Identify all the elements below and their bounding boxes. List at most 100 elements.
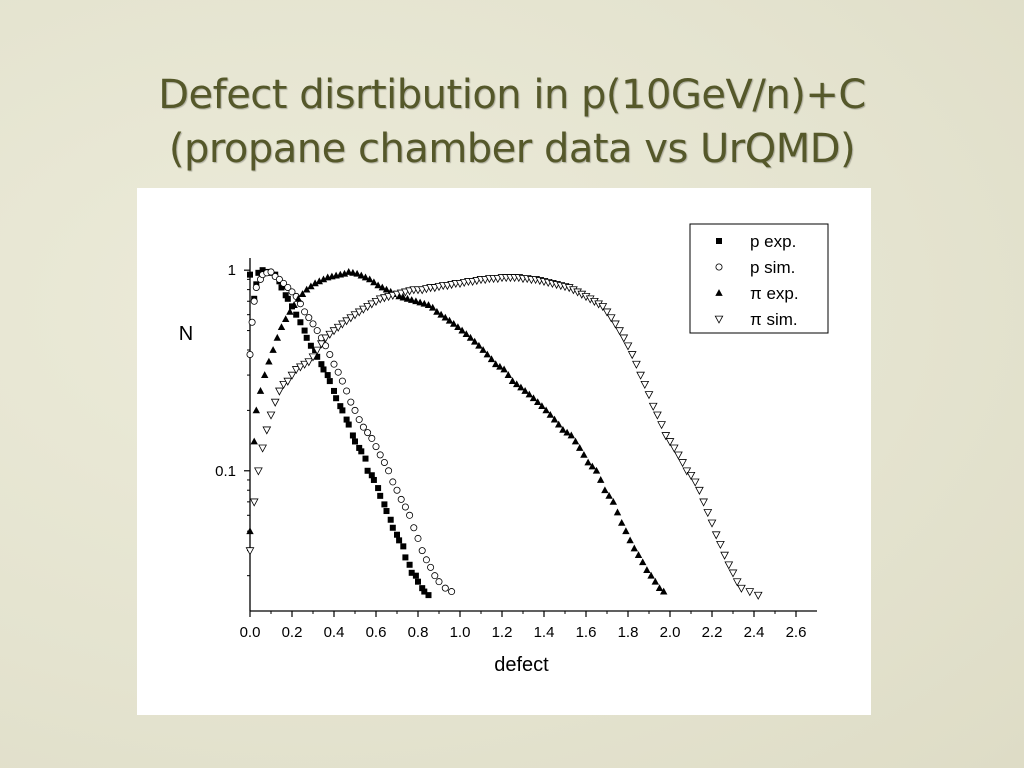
data-point: [347, 398, 355, 406]
data-point: [647, 571, 655, 579]
data-point: [500, 365, 508, 373]
data-point: [517, 383, 525, 391]
x-tick-label: 0.6: [366, 624, 387, 641]
data-point: [261, 371, 269, 378]
data-point: [349, 432, 356, 439]
data-point: [291, 366, 301, 375]
data-point: [254, 467, 263, 476]
legend-items: p exp. p sim. π exp. π sim.: [714, 232, 799, 329]
data-point: [529, 394, 538, 402]
data-point: [427, 563, 435, 571]
x-tick-label: 1.6: [576, 624, 597, 641]
data-point: [682, 467, 692, 476]
x-tick-label: 2.6: [786, 624, 807, 641]
data-point: [366, 275, 374, 283]
data-point: [355, 416, 363, 424]
data-point: [678, 459, 687, 468]
data-point: [753, 591, 763, 600]
data-point: [508, 377, 517, 384]
data-point: [293, 311, 300, 318]
data-point: [546, 410, 554, 418]
data-point: [361, 273, 370, 281]
data-point: [401, 503, 409, 511]
data-point: [286, 307, 294, 315]
data-point: [282, 315, 290, 323]
data-point: [277, 323, 286, 331]
data-point: [325, 330, 335, 339]
data-point: [640, 380, 650, 389]
data-point: [653, 411, 662, 420]
data-point: [345, 268, 353, 275]
data-point: [389, 478, 397, 486]
data-point: [415, 578, 421, 585]
series-4: [245, 274, 763, 600]
data-point: [745, 588, 755, 597]
data-point: [256, 387, 265, 394]
data-point: [300, 360, 309, 369]
data-point: [632, 360, 641, 369]
data-point: [492, 360, 500, 368]
data-point: [655, 584, 664, 592]
data-point: [252, 283, 260, 291]
y-tick-label: 1: [228, 262, 236, 279]
data-point: [425, 592, 432, 599]
x-ticks: 0.0 0.2 0.4 0.6 0.8 1.0 1.2 1.4 1.6 1.8 2.0 2.2 2.4 2…: [240, 611, 807, 641]
data-point: [370, 278, 378, 286]
data-point: [315, 277, 323, 285]
data-point: [584, 458, 592, 466]
series-3: [246, 268, 668, 595]
data-point: [483, 350, 491, 358]
data-point: [356, 444, 363, 451]
slide-title-line-1: Defect disrtibution in p(10GeV/n)+C: [158, 72, 866, 118]
legend-label: π exp.: [750, 284, 799, 303]
y-axis-title: N: [179, 323, 193, 345]
data-point: [287, 371, 297, 380]
data-point: [266, 411, 276, 420]
x-tick-label: 2.0: [660, 624, 681, 641]
data-point: [339, 407, 346, 414]
data-point: [657, 421, 666, 430]
data-point: [504, 371, 512, 378]
data-point: [313, 327, 321, 335]
data-point: [660, 587, 668, 595]
data-point: [303, 334, 310, 341]
data-point: [534, 398, 542, 405]
data-point: [471, 337, 479, 345]
data-point: [346, 314, 356, 323]
data-point: [252, 406, 260, 414]
data-point: [737, 584, 746, 593]
data-point: [487, 355, 496, 363]
data-point: [357, 271, 365, 279]
data-point: [550, 415, 559, 423]
data-point: [284, 295, 291, 302]
data-point: [555, 420, 563, 428]
data-point: [363, 303, 372, 312]
data-point: [319, 275, 328, 283]
data-point: [330, 360, 338, 368]
data-point: [284, 283, 292, 291]
data-point: [611, 320, 620, 329]
data-point: [416, 298, 424, 306]
data-point: [431, 572, 439, 580]
data-point: [615, 327, 624, 336]
data-point: [724, 561, 734, 570]
data-points: [245, 267, 763, 600]
data-point: [627, 351, 637, 360]
plot-panel: 0.0 0.2 0.4 0.6 0.8 1.0 1.2 1.4 1.6 1.8 2.0 2.2 2.4 2…: [137, 188, 871, 715]
data-point: [576, 444, 584, 451]
data-point: [248, 318, 256, 326]
data-point: [402, 554, 409, 561]
x-tick-label: 0.2: [282, 624, 303, 641]
data-point: [343, 416, 350, 423]
data-point: [699, 498, 708, 507]
data-point: [400, 543, 407, 550]
data-point: [408, 569, 415, 576]
data-point: [308, 353, 318, 362]
data-point: [364, 429, 372, 437]
data-point: [728, 569, 738, 578]
data-point: [707, 519, 717, 528]
data-point: [521, 387, 529, 394]
data-point: [580, 450, 588, 458]
data-point: [368, 434, 376, 442]
data-point: [542, 406, 550, 414]
